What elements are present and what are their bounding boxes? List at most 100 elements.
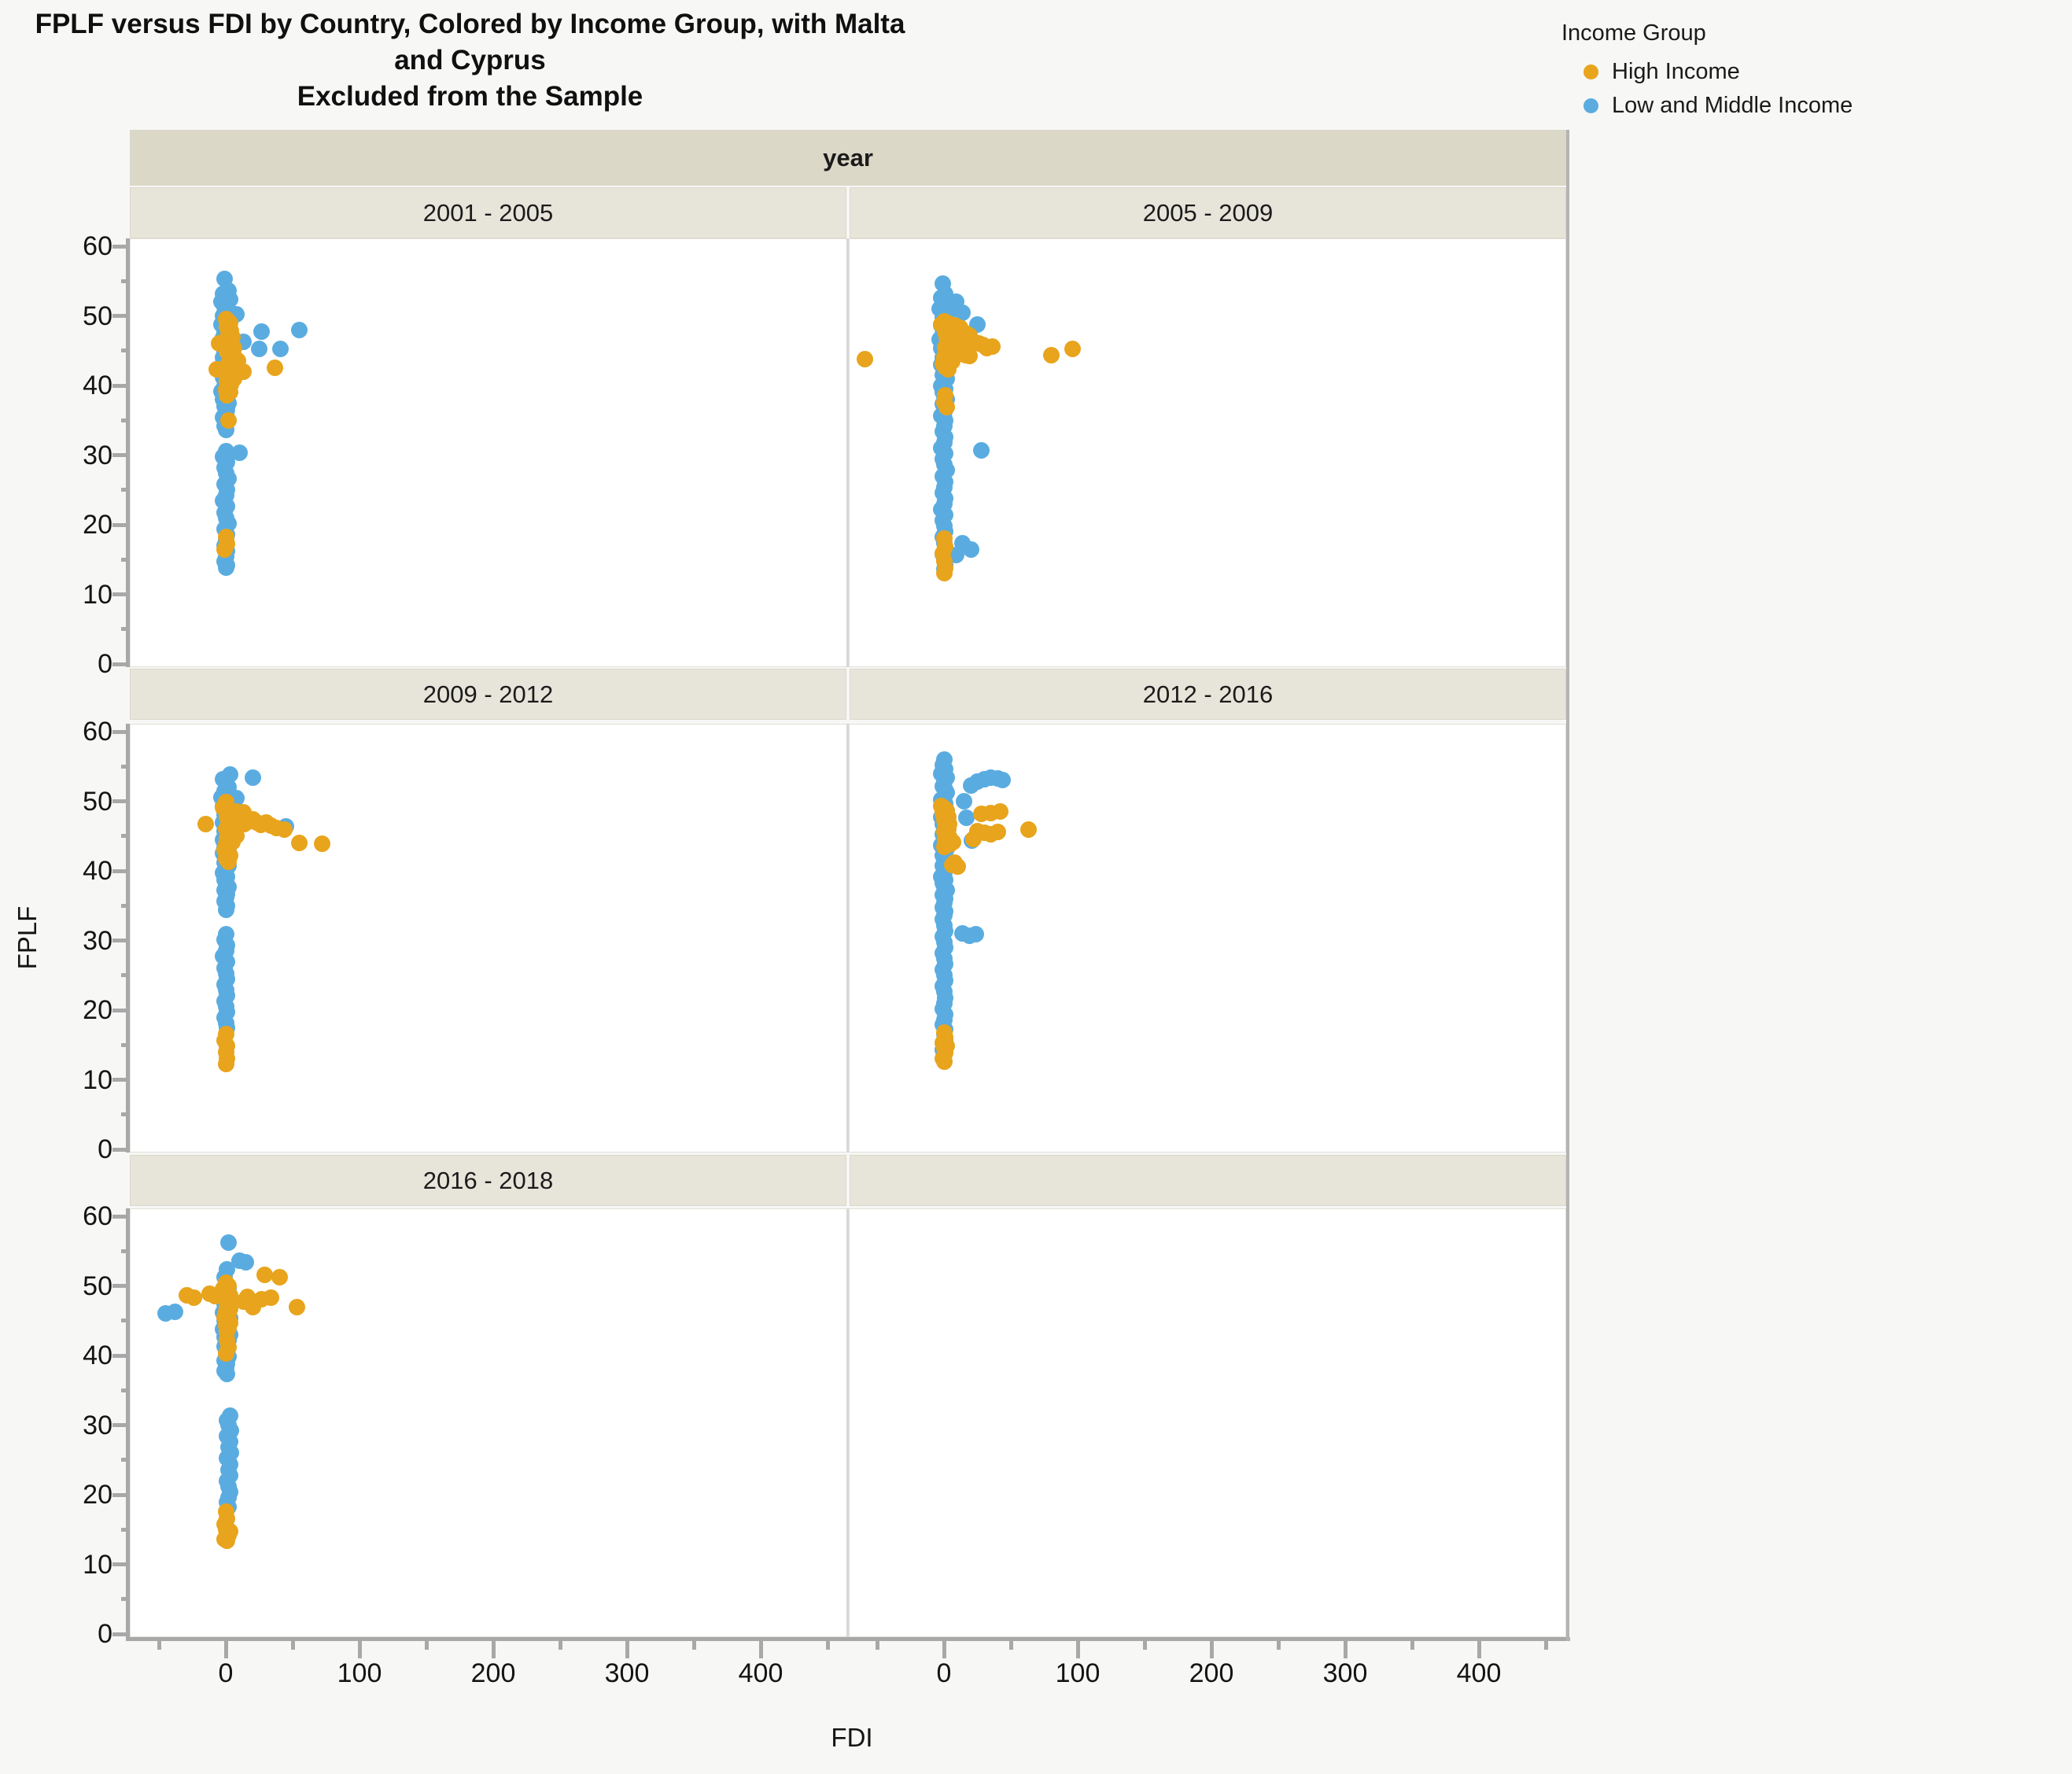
data-point[interactable]: [217, 1344, 234, 1362]
data-point[interactable]: [1019, 821, 1037, 839]
x-axis-tick: [1209, 1641, 1214, 1658]
data-point[interactable]: [197, 816, 214, 833]
legend-item-high-income[interactable]: High Income: [1561, 59, 1853, 85]
data-point[interactable]: [219, 1366, 236, 1383]
y-axis-tick-label: 60: [83, 717, 112, 747]
data-point[interactable]: [1064, 340, 1081, 357]
data-point[interactable]: [244, 769, 261, 786]
y-axis-spine: [126, 1208, 130, 1637]
y-axis-tick-label: 40: [83, 856, 112, 886]
data-point[interactable]: [935, 565, 953, 582]
x-axis-tick: [1543, 1641, 1548, 1650]
data-point[interactable]: [288, 1298, 305, 1315]
data-point[interactable]: [943, 856, 960, 873]
y-axis-tick: [121, 1112, 130, 1117]
y-axis-tick: [112, 662, 130, 666]
data-point[interactable]: [217, 902, 234, 919]
x-axis-title: FDI: [831, 1723, 873, 1752]
data-point[interactable]: [313, 835, 330, 852]
data-point[interactable]: [291, 321, 308, 338]
data-point[interactable]: [960, 348, 978, 365]
x-axis-tick: [357, 1641, 362, 1658]
x-axis-spine: [126, 1637, 1570, 1641]
x-axis-tick: [691, 1641, 696, 1650]
y-axis-tick: [112, 1214, 130, 1219]
x-axis-tick: [625, 1641, 629, 1658]
legend-title: Income Group: [1561, 20, 1706, 46]
data-point[interactable]: [256, 1266, 273, 1283]
y-axis-tick: [112, 453, 130, 457]
y-axis-tick: [112, 1008, 130, 1012]
x-axis-tick-label: 400: [738, 1658, 783, 1688]
facet-strip-2009-2012: 2009 - 2012: [130, 669, 846, 720]
plot-panel-2009-2012[interactable]: [130, 724, 847, 1153]
data-point[interactable]: [238, 1253, 254, 1271]
data-point[interactable]: [185, 1289, 202, 1307]
data-point[interactable]: [968, 926, 985, 943]
data-point[interactable]: [219, 411, 237, 429]
y-axis-tick: [121, 1248, 130, 1253]
page-title: FPLF versus FDI by Country, Colored by I…: [12, 6, 928, 115]
data-point[interactable]: [219, 1234, 237, 1252]
data-point[interactable]: [251, 340, 267, 357]
data-point[interactable]: [291, 835, 308, 852]
x-axis-tick: [491, 1641, 496, 1658]
y-axis-tick-label: 50: [83, 1271, 112, 1301]
x-axis-tick: [875, 1641, 879, 1650]
data-point[interactable]: [230, 444, 248, 462]
y-axis-tick: [121, 1319, 130, 1323]
x-axis-tick: [825, 1641, 830, 1650]
data-point[interactable]: [991, 803, 1008, 821]
y-axis-tick: [112, 592, 130, 596]
y-axis-tick: [121, 1042, 130, 1047]
data-point[interactable]: [253, 323, 271, 341]
data-point[interactable]: [263, 1289, 280, 1307]
facet-strip-2012-2016: 2012 - 2016: [850, 669, 1566, 720]
y-axis-tick: [121, 557, 130, 562]
y-axis-tick: [112, 729, 130, 734]
data-point[interactable]: [217, 1055, 234, 1072]
y-axis-tick-label: 60: [83, 231, 112, 261]
data-point[interactable]: [938, 1037, 955, 1054]
y-axis-tick: [112, 939, 130, 942]
legend-item-low-middle-income[interactable]: Low and Middle Income: [1561, 93, 1853, 119]
data-point[interactable]: [219, 853, 237, 870]
plot-panel-2016-2018[interactable]: [130, 1208, 847, 1637]
plot-panel-2001-2005[interactable]: [130, 238, 847, 667]
data-point[interactable]: [857, 350, 874, 367]
data-point[interactable]: [994, 772, 1012, 789]
y-axis-tick-label: 40: [83, 1341, 112, 1370]
data-point[interactable]: [219, 386, 236, 404]
column-divider: [846, 724, 849, 1153]
data-point[interactable]: [271, 1269, 288, 1286]
data-point[interactable]: [958, 810, 975, 827]
y-axis-tick: [112, 1284, 130, 1288]
data-point[interactable]: [221, 1522, 238, 1540]
data-point[interactable]: [166, 1303, 183, 1320]
data-point[interactable]: [276, 821, 293, 839]
data-point[interactable]: [939, 361, 957, 378]
y-axis-tick: [121, 418, 130, 422]
data-point[interactable]: [964, 830, 982, 847]
data-point[interactable]: [973, 441, 990, 459]
facet-strip-empty: [850, 1155, 1566, 1206]
low-middle-income-dot-icon: [1583, 98, 1598, 113]
data-point[interactable]: [935, 838, 953, 855]
data-point[interactable]: [962, 541, 979, 559]
legend-item-label: High Income: [1612, 59, 1740, 84]
y-axis-tick-label: 0: [98, 649, 112, 679]
data-point[interactable]: [272, 341, 289, 358]
data-point[interactable]: [989, 823, 1006, 840]
data-point[interactable]: [983, 337, 1001, 355]
data-point[interactable]: [267, 360, 284, 377]
data-point[interactable]: [217, 559, 234, 577]
data-point[interactable]: [216, 541, 233, 559]
data-point[interactable]: [954, 304, 971, 322]
x-axis-tick-label: 0: [218, 1658, 234, 1688]
y-axis-tick: [112, 1632, 130, 1636]
data-point[interactable]: [956, 793, 972, 810]
data-point[interactable]: [935, 1053, 953, 1070]
data-point[interactable]: [938, 398, 955, 415]
data-point[interactable]: [1042, 347, 1060, 364]
